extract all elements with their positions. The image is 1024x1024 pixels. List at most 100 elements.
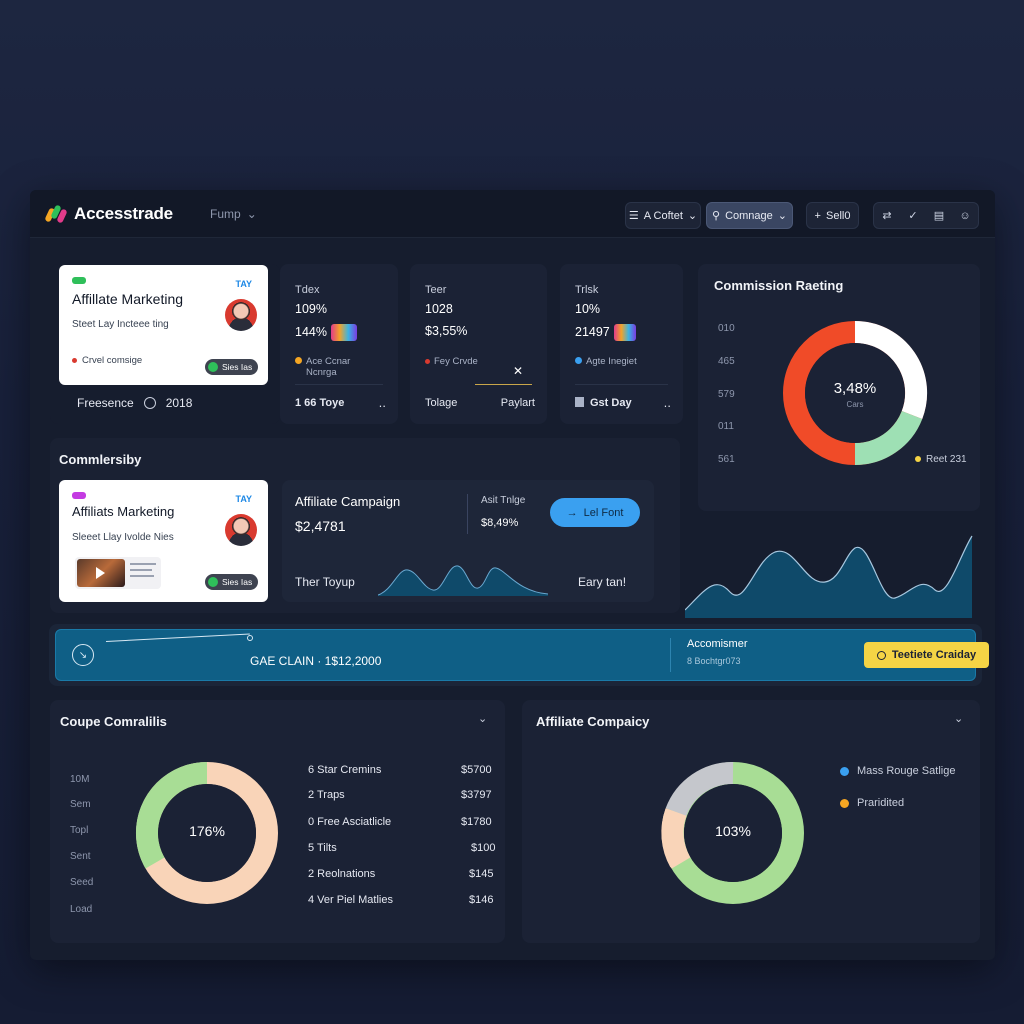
chevron-down-icon[interactable]: ⌄: [478, 713, 488, 725]
card-tag: TAY: [235, 494, 252, 504]
banner-action-label: Teetiete Craiday: [891, 649, 977, 661]
list-item-value: $3797: [461, 789, 492, 801]
filter-label: A Coftet: [643, 209, 683, 222]
thumbnail-text-line: [130, 563, 156, 565]
circle-icon: [876, 650, 886, 660]
list-item-value: $5700: [461, 764, 492, 776]
dashboard-window: Accesstrade Fump ⌄ ☰ A Coftet ⌄ ⚲ Comnag…: [30, 190, 995, 960]
campaign-side-label: Asit Tnlge: [481, 495, 526, 506]
arrow-down-circle-icon[interactable]: ↘: [72, 644, 94, 666]
chevron-down-icon: ⌄: [246, 207, 257, 221]
list-item-value: $146: [469, 894, 494, 906]
category-tag: [72, 277, 86, 284]
affiliate-company-panel: Affiliate Compaicy ⌄ 103% Mass Rouge Sat…: [522, 700, 980, 943]
stat-card-3[interactable]: Trlsk 10% 21497 Agte Inegiet Gst Day ‥: [560, 264, 683, 424]
list-item[interactable]: 2 Reolnations: [308, 868, 376, 880]
affiliate-company-title: Affiliate Compaicy: [536, 714, 650, 729]
donut-segment-peach-extra: [661, 808, 690, 868]
list-item[interactable]: 5 Tilts: [308, 842, 337, 854]
thumbnail-text-line: [130, 575, 154, 577]
stat-value-primary: 10%: [575, 302, 601, 316]
workspace-select[interactable]: Fump ⌄: [210, 207, 257, 221]
axis-label: Sent: [70, 851, 91, 862]
share-icon[interactable]: ⇄: [882, 210, 892, 222]
clock-icon: [143, 397, 156, 409]
list-item[interactable]: 6 Star Cremins: [308, 764, 382, 776]
stat-footer: Gst Day ‥: [575, 397, 671, 410]
card-status: Crvel comsige: [72, 355, 142, 366]
stat-value-primary: 1028: [425, 302, 453, 316]
divider: [295, 384, 383, 385]
list-item[interactable]: 0 Free Asciatlicle: [308, 816, 392, 828]
list-icon[interactable]: ▤: [933, 210, 945, 222]
category-tag: [72, 492, 86, 499]
stat-label: Trlsk: [575, 284, 599, 296]
donut-center-value: 103%: [715, 823, 751, 839]
axis-label: 465: [718, 356, 735, 367]
search-dropdown[interactable]: ⚲ Comnage ⌄: [706, 202, 793, 229]
stat-card-2[interactable]: Teer 1028 $3,55% Fey Crvde ✕ Tolage Payla…: [410, 264, 547, 424]
card-action-pill[interactable]: Sies Ias: [205, 574, 259, 590]
banner-action-button[interactable]: Teetiete Craiday: [864, 642, 989, 668]
banner-right-title: Accomismer: [687, 638, 748, 650]
brand-name: Accesstrade: [74, 204, 173, 223]
commission-rating-panel: Commission Raeting 010 465 579 011 561 3…: [698, 264, 980, 511]
stat-footer: Tolage Paylart: [425, 397, 535, 409]
donut-center-value: 3,48%: [833, 380, 877, 397]
list-item-value: $100: [471, 842, 496, 854]
stat-value-secondary: 144%: [295, 324, 357, 341]
coupe-donut-chart: [135, 762, 278, 904]
card-tag: TAY: [235, 279, 252, 289]
chevron-down-icon[interactable]: ⌄: [954, 713, 964, 725]
plus-icon: +: [814, 209, 821, 222]
thumbnail-text-line: [130, 569, 152, 571]
stat-value-secondary: 21497: [575, 324, 636, 341]
stat-note: Fey Crvde: [425, 356, 478, 367]
user-icon[interactable]: ☺: [959, 209, 971, 222]
card-action-pill[interactable]: Sies Ias: [205, 359, 259, 375]
card-title: Affillate Marketing: [72, 291, 184, 307]
multicolor-chip-icon: [613, 324, 636, 341]
campaign-action-button[interactable]: → Lel Font: [550, 498, 640, 527]
affiliate-campaign-panel: Affiliate Campaign $2,4781 Asit Tnlge $8…: [282, 480, 654, 602]
commission-campaign-card[interactable]: TAY Affiliats Marketing Sleeet Llay Ivol…: [59, 480, 268, 602]
card-subtitle: Steet Lay Incteee ting: [72, 319, 169, 330]
status-dot-icon: [575, 357, 582, 364]
menu-icon: ☰: [628, 210, 639, 222]
stat-note: Ace Ccnar Ncnrga: [295, 356, 350, 378]
filter-button[interactable]: ☰ A Coftet ⌄: [625, 202, 701, 229]
axis-label: Sem: [70, 799, 91, 810]
featured-campaign-card[interactable]: TAY Affillate Marketing Steet Lay Inctee…: [59, 265, 268, 385]
axis-label: 10M: [70, 774, 90, 785]
stat-label: Teer: [425, 284, 447, 296]
status-dot-icon: [425, 359, 430, 364]
list-item[interactable]: 2 Traps: [308, 789, 345, 801]
pill-label: Sies Ias: [222, 362, 253, 372]
campaign-value: $2,4781: [295, 518, 346, 534]
workspace-label: Fump: [210, 207, 241, 221]
commission-rating-title: Commission Raeting: [714, 278, 844, 293]
stat-value-secondary: $3,55%: [425, 324, 468, 338]
status-dot-icon: [208, 362, 218, 372]
check-icon[interactable]: ✓: [908, 210, 918, 222]
campaign-action-label: Lel Font: [583, 506, 624, 519]
avatar: [225, 299, 257, 331]
sparkline-line: [378, 565, 548, 596]
list-item[interactable]: 4 Ver Piel Matlies: [308, 894, 393, 906]
stat-value-primary: 109%: [295, 302, 327, 316]
add-button[interactable]: + Sell0: [806, 202, 859, 229]
earnings-area-chart: [685, 535, 973, 618]
stat-label: Tdex: [295, 284, 320, 296]
card-title: Affiliats Marketing: [72, 504, 175, 519]
close-icon[interactable]: ✕: [513, 364, 524, 378]
stat-card-1[interactable]: Tdex 109% 144% Ace Ccnar Ncnrga 1 66 Toye…: [280, 264, 398, 424]
brand-logo[interactable]: Accesstrade: [44, 204, 173, 224]
axis-label: 011: [718, 421, 734, 432]
footer-year: 2018: [165, 396, 193, 410]
coupe-title: Coupe Comralilis: [60, 714, 167, 729]
donut-center-value: 176%: [189, 823, 225, 839]
video-thumbnail[interactable]: [75, 557, 161, 589]
legend-dot-icon: [915, 456, 921, 463]
accent-divider: [475, 384, 532, 385]
top-navigation-bar: Accesstrade Fump ⌄ ☰ A Coftet ⌄ ⚲ Comnag…: [30, 190, 995, 238]
